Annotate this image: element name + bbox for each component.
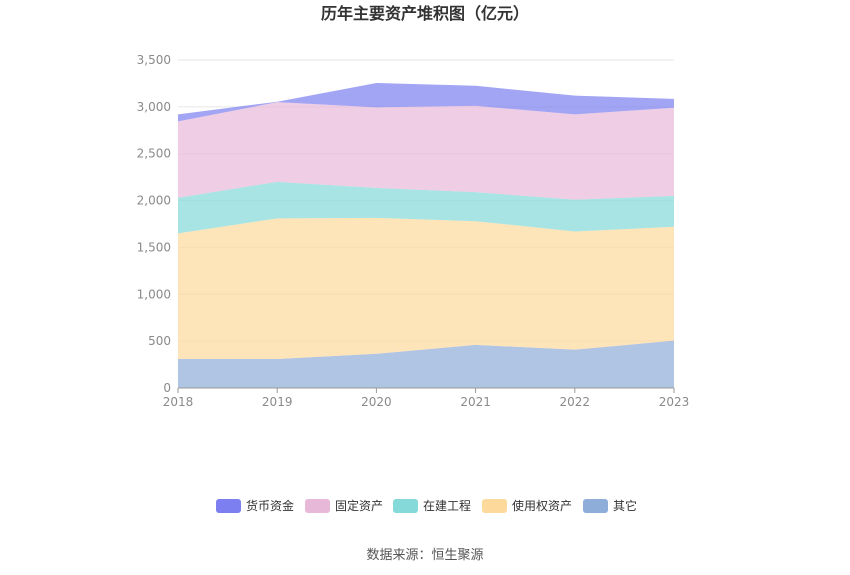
x-axis-ticks: 2018 2019 2020 2021 2022 2023 (163, 395, 690, 409)
x-tick-label: 2021 (460, 395, 491, 409)
legend-item[interactable]: 使用权资产 (482, 498, 572, 513)
legend-item[interactable]: 其它 (583, 498, 637, 513)
legend-swatch (305, 499, 330, 513)
x-tick-label: 2019 (262, 395, 293, 409)
y-tick-label: 2,500 (137, 147, 171, 161)
legend-item[interactable]: 在建工程 (393, 498, 471, 513)
area-2 (178, 181, 674, 234)
area-0 (178, 340, 674, 388)
area-layers (178, 82, 674, 388)
y-tick-label: 3,500 (137, 53, 171, 67)
y-tick-label: 1,000 (137, 287, 171, 301)
legend-label: 其它 (613, 498, 637, 513)
legend-swatch (583, 499, 608, 513)
legend-label: 货币资金 (246, 498, 294, 513)
legend-item[interactable]: 固定资产 (305, 498, 383, 513)
area-4 (178, 82, 674, 122)
area-1 (178, 217, 674, 359)
legend-label: 固定资产 (335, 498, 383, 513)
x-tick-label: 2018 (163, 395, 194, 409)
legend-swatch (482, 499, 507, 513)
y-tick-label: 0 (163, 381, 171, 395)
y-tick-label: 500 (148, 334, 171, 348)
area-3 (178, 102, 674, 200)
x-tick-label: 2020 (361, 395, 392, 409)
x-tick-label: 2022 (560, 395, 591, 409)
y-tick-label: 3,000 (137, 100, 171, 114)
chart-title: 历年主要资产堆积图（亿元） (321, 4, 529, 23)
legend-item[interactable]: 货币资金 (216, 498, 294, 513)
legend-label: 使用权资产 (512, 498, 572, 513)
legend-swatch (393, 499, 418, 513)
legend[interactable]: 货币资金 固定资产 在建工程 使用权资产 其它 (216, 498, 637, 513)
y-tick-label: 1,500 (137, 240, 171, 254)
legend-swatch (216, 499, 241, 513)
y-axis-ticks: 0 500 1,000 1,500 2,000 2,500 3,000 3,500 (137, 53, 171, 395)
legend-label: 在建工程 (423, 498, 471, 513)
y-tick-label: 2,000 (137, 194, 171, 208)
axes (177, 387, 675, 393)
x-tick-label: 2023 (659, 395, 690, 409)
source-text: 数据来源：恒生聚源 (366, 548, 483, 563)
